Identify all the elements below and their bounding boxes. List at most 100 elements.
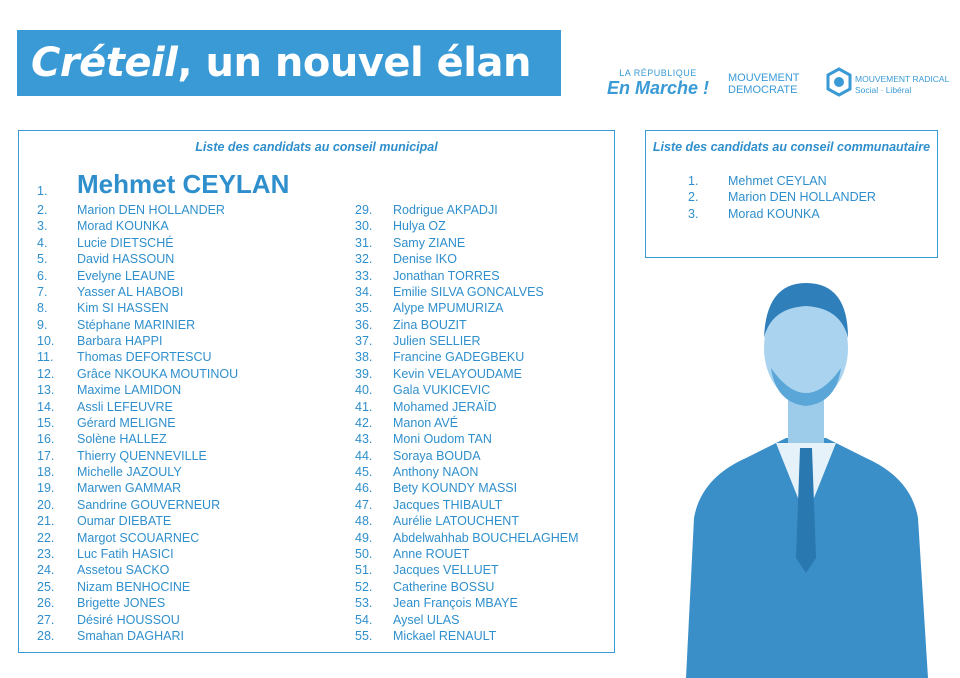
candidate-number: 3.	[688, 206, 699, 221]
candidate-name: Francine GADEGBEKU	[393, 350, 525, 365]
candidate-name: Evelyne LEAUNE	[77, 268, 175, 283]
title-emphasis: Créteil	[31, 40, 178, 86]
modem-logo: MOUVEMENT DEMOCRATE	[728, 72, 800, 96]
candidate-number: 37.	[355, 334, 373, 349]
candidate-number: 29.	[355, 203, 373, 217]
candidate-number: 1.	[37, 184, 48, 198]
candidate-number: 49.	[355, 530, 373, 545]
candidate-number: 21.	[37, 514, 55, 529]
candidate-number: 25.	[37, 579, 55, 594]
candidate-number: 12.	[37, 366, 55, 381]
candidate-name: Désiré HOUSSOU	[77, 612, 180, 627]
candidate-name: Zina BOUZIT	[393, 317, 467, 332]
candidate-number: 43.	[355, 432, 373, 447]
candidate-name: Oumar DIEBATE	[77, 514, 172, 529]
candidate-number: 16.	[37, 432, 55, 447]
candidate-number: 33.	[355, 268, 373, 283]
candidate-number: 31.	[355, 235, 373, 250]
radical-logo: MOUVEMENT RADICAL Social · Libéral	[855, 74, 949, 96]
candidate-name: Yasser AL HABOBI	[77, 284, 184, 299]
candidate-number: 2.	[688, 190, 699, 205]
candidate-name: Anthony NAON	[393, 465, 479, 480]
candidate-name: Jean François MBAYE	[393, 596, 518, 611]
municipal-title: Liste des candidats au conseil municipal	[195, 140, 438, 154]
candidate-name: Lucie DIETSCHÉ	[77, 235, 174, 250]
candidate-name: Gala VUKICEVIC	[393, 383, 491, 398]
candidate-number: 46.	[355, 481, 373, 496]
municipal-box: Liste des candidats au conseil municipal…	[18, 130, 615, 653]
candidate-number: 15.	[37, 415, 55, 430]
candidate-number: 47.	[355, 497, 373, 512]
candidate-name: Nizam BENHOCINE	[77, 579, 191, 594]
candidate-number: 36.	[355, 317, 373, 332]
candidate-name: Aurélie LATOUCHENT	[393, 514, 519, 529]
candidate-number: 1.	[688, 174, 699, 188]
candidate-number: 55.	[355, 628, 373, 643]
candidate-name: Julien SELLIER	[393, 334, 481, 349]
lrem-logo: LA RÉPUBLIQUE En Marche !	[598, 68, 718, 99]
candidate-number: 53.	[355, 596, 373, 611]
candidate-name: Kevin VELAYOUDAME	[393, 366, 522, 381]
radical-top: MOUVEMENT RADICAL	[855, 74, 950, 84]
candidate-name: Jonathan TORRES	[393, 268, 500, 283]
candidate-name: Sandrine GOUVERNEUR	[77, 497, 221, 512]
candidate-number: 54.	[355, 612, 373, 627]
candidate-name: Gérard MELIGNE	[77, 415, 176, 430]
candidate-number: 28.	[37, 628, 55, 643]
candidate-name: Stéphane MARINIER	[77, 317, 196, 332]
title-rest: , un nouvel élan	[177, 40, 531, 86]
candidate-name: Soraya BOUDA	[393, 448, 481, 463]
modem-top: MOUVEMENT	[728, 72, 800, 84]
candidate-name: Jacques THIBAULT	[393, 497, 503, 512]
candidate-name: Grâce NKOUKA MOUTINOU	[77, 366, 239, 381]
modem-bottom: DEMOCRATE	[728, 84, 798, 96]
candidate-name: Anne ROUET	[393, 546, 470, 561]
candidate-number: 14.	[37, 399, 55, 414]
radical-icon	[826, 67, 852, 97]
candidate-number: 3.	[37, 219, 48, 234]
candidate-number: 50.	[355, 546, 373, 561]
candidate-name: Alype MPUMURIZA	[393, 301, 504, 316]
candidate-number: 34.	[355, 284, 373, 299]
candidate-number: 48.	[355, 514, 373, 529]
candidate-number: 22.	[37, 530, 55, 545]
candidate-name: Thierry QUENNEVILLE	[77, 448, 207, 463]
candidate-name: Mohamed JERAÏD	[393, 399, 497, 414]
candidate-name: Margot SCOUARNEC	[77, 530, 200, 545]
candidate-name: Solène HALLEZ	[77, 432, 167, 447]
candidate-name: Marwen GAMMAR	[77, 481, 182, 496]
title-banner: Créteil, un nouvel élan	[17, 30, 561, 96]
candidate-number: 7.	[37, 284, 48, 299]
candidate-name: David HASSOUN	[77, 252, 175, 267]
candidate-number: 2.	[37, 203, 48, 217]
candidate-number: 10.	[37, 334, 55, 349]
candidate-name: Mehmet CEYLAN	[728, 174, 827, 188]
candidate-number: 19.	[37, 481, 55, 496]
candidate-name: Morad KOUNKA	[728, 206, 820, 221]
candidate-number: 45.	[355, 465, 373, 480]
candidate-name: Hulya OZ	[393, 219, 446, 234]
candidate-number: 23.	[37, 546, 55, 561]
candidate-name: Manon AVÉ	[393, 415, 459, 430]
radical-bottom: Social · Libéral	[855, 85, 912, 95]
candidate-name: Marion DEN HOLLANDER	[728, 190, 876, 205]
candidate-number: 17.	[37, 448, 55, 463]
candidate-number: 11.	[37, 350, 54, 365]
lrem-top: LA RÉPUBLIQUE	[619, 68, 697, 78]
candidate-photo	[686, 283, 928, 678]
candidate-number: 41.	[355, 399, 373, 414]
candidate-name: Jacques VELLUET	[393, 563, 499, 578]
candidate-number: 8.	[37, 301, 48, 316]
candidate-number: 4.	[37, 235, 48, 250]
candidate-number: 6.	[37, 268, 48, 283]
candidate-number: 5.	[37, 252, 48, 267]
candidate-name: Thomas DEFORTESCU	[77, 350, 212, 365]
candidate-number: 38.	[355, 350, 373, 365]
candidate-number: 27.	[37, 612, 55, 627]
candidate-name: Marion DEN HOLLANDER	[77, 203, 225, 217]
candidate-name: Aysel ULAS	[393, 612, 460, 627]
candidate-number: 42.	[355, 415, 373, 430]
candidate-number: 9.	[37, 317, 48, 332]
candidate-number: 52.	[355, 579, 373, 594]
